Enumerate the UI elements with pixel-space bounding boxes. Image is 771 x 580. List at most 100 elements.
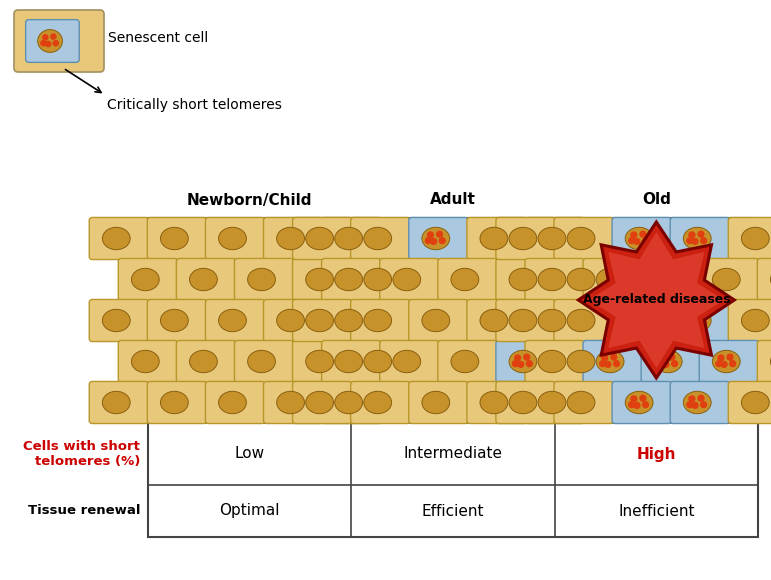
Ellipse shape [538,309,566,332]
Ellipse shape [190,350,217,373]
FancyBboxPatch shape [25,20,79,63]
Circle shape [658,361,664,367]
Text: Critically short telomeres: Critically short telomeres [107,98,282,112]
Ellipse shape [422,392,449,414]
FancyBboxPatch shape [525,382,584,423]
Ellipse shape [712,269,740,291]
Circle shape [631,232,637,238]
Circle shape [692,320,698,327]
Ellipse shape [393,350,421,373]
Circle shape [634,238,640,244]
FancyBboxPatch shape [612,382,672,423]
FancyBboxPatch shape [554,218,614,259]
Ellipse shape [712,350,740,373]
FancyBboxPatch shape [641,340,701,383]
FancyBboxPatch shape [205,218,265,259]
Ellipse shape [277,392,305,414]
FancyBboxPatch shape [467,299,527,342]
Circle shape [524,354,530,360]
FancyBboxPatch shape [234,259,294,300]
Circle shape [672,361,678,367]
Circle shape [631,396,637,402]
Circle shape [45,41,51,46]
Circle shape [689,314,695,320]
Ellipse shape [538,269,566,291]
Ellipse shape [306,227,334,249]
Circle shape [727,354,733,360]
Ellipse shape [335,350,362,373]
Ellipse shape [103,309,130,332]
FancyBboxPatch shape [583,259,642,300]
FancyBboxPatch shape [496,259,555,300]
FancyBboxPatch shape [467,382,527,423]
Circle shape [42,35,48,40]
Ellipse shape [364,269,392,291]
Circle shape [692,403,698,408]
Ellipse shape [160,227,188,249]
Circle shape [715,361,722,367]
Circle shape [730,361,736,367]
Ellipse shape [509,309,537,332]
Ellipse shape [364,392,392,414]
Circle shape [436,231,443,237]
Text: Old: Old [642,193,671,208]
FancyBboxPatch shape [496,218,555,259]
Ellipse shape [247,350,275,373]
Circle shape [718,355,724,361]
Circle shape [701,320,706,325]
FancyBboxPatch shape [118,340,178,383]
Ellipse shape [38,30,62,52]
FancyBboxPatch shape [641,259,701,300]
Bar [352,219,554,422]
Ellipse shape [131,269,160,291]
Ellipse shape [335,269,362,291]
Ellipse shape [683,227,711,249]
FancyBboxPatch shape [147,382,207,423]
PathPatch shape [588,232,724,368]
Ellipse shape [509,269,537,291]
Ellipse shape [218,309,247,332]
Ellipse shape [306,309,334,332]
FancyBboxPatch shape [409,218,468,259]
Circle shape [687,320,692,325]
FancyBboxPatch shape [729,299,771,342]
FancyBboxPatch shape [264,218,323,259]
FancyBboxPatch shape [351,340,410,383]
Circle shape [605,361,611,367]
FancyBboxPatch shape [379,340,439,383]
Circle shape [51,34,56,39]
Ellipse shape [247,269,275,291]
Ellipse shape [742,392,769,414]
Circle shape [611,354,617,360]
Text: Intermediate: Intermediate [403,447,503,462]
FancyBboxPatch shape [699,340,759,383]
Ellipse shape [218,227,247,249]
Text: Newborn/Child: Newborn/Child [187,193,312,208]
Circle shape [518,361,524,367]
Circle shape [527,361,532,367]
FancyBboxPatch shape [438,340,497,383]
FancyBboxPatch shape [729,382,771,423]
Circle shape [427,232,433,238]
FancyBboxPatch shape [322,340,381,383]
FancyBboxPatch shape [205,299,265,342]
Circle shape [660,355,666,361]
Circle shape [689,396,695,402]
FancyBboxPatch shape [292,382,352,423]
Ellipse shape [306,269,334,291]
Ellipse shape [160,392,188,414]
FancyBboxPatch shape [292,259,352,300]
Text: Senescent cell: Senescent cell [108,31,208,45]
Text: Efficient: Efficient [422,503,484,519]
FancyBboxPatch shape [89,382,149,423]
Circle shape [689,232,695,238]
Ellipse shape [393,269,421,291]
FancyBboxPatch shape [699,259,759,300]
FancyBboxPatch shape [670,218,729,259]
FancyBboxPatch shape [351,382,410,423]
Text: Adult: Adult [430,193,476,208]
Circle shape [687,402,692,408]
Circle shape [600,361,605,367]
FancyBboxPatch shape [554,382,614,423]
Ellipse shape [625,392,653,414]
